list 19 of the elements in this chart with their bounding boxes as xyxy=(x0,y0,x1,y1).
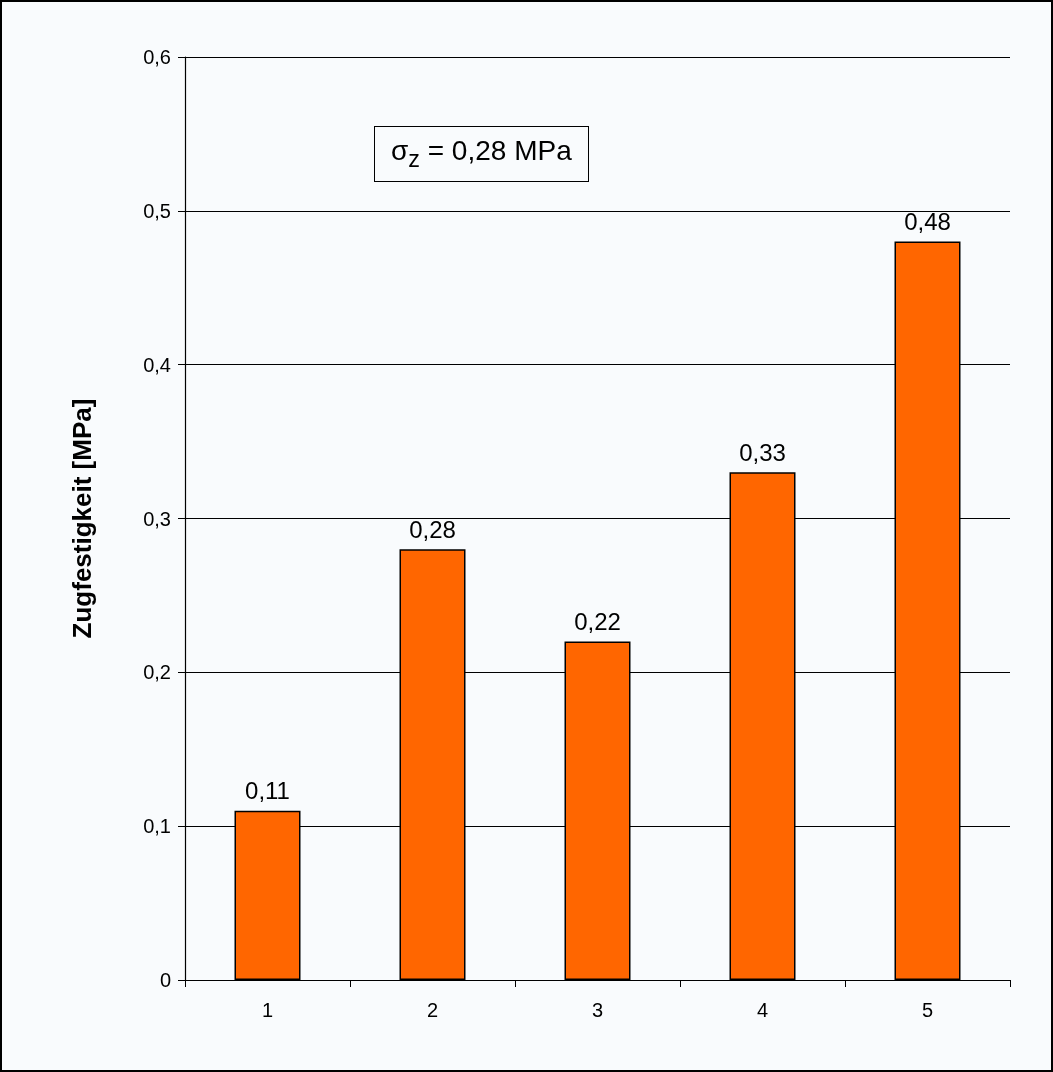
x-tick-label: 3 xyxy=(591,999,604,1021)
data-label: 0,28 xyxy=(409,515,456,543)
data-label: 0,22 xyxy=(574,608,621,636)
y-tick-label: 0,4 xyxy=(143,353,171,376)
x-tick-label: 4 xyxy=(756,999,769,1021)
data-label: 0,48 xyxy=(904,208,951,236)
x-tick-label: 1 xyxy=(261,999,274,1021)
data-label: 0,33 xyxy=(739,438,786,466)
y-tick-label: 0,1 xyxy=(143,815,171,838)
y-tick-label: 0,3 xyxy=(143,507,171,530)
y-axis-title: Zugfestigkeit [MPa] xyxy=(67,398,97,639)
y-tick-label: 0,2 xyxy=(143,661,171,684)
y-tick-label: 0,5 xyxy=(143,199,171,222)
y-tick-label: 0,6 xyxy=(143,46,171,68)
data-label: 0,11 xyxy=(245,777,290,805)
x-tick-label: 2 xyxy=(426,999,439,1021)
annotation: σ$_{z}$ = 0,28 MPa xyxy=(374,126,589,182)
y-tick-label: 0 xyxy=(159,969,171,991)
x-tick-label: 5 xyxy=(921,999,934,1021)
